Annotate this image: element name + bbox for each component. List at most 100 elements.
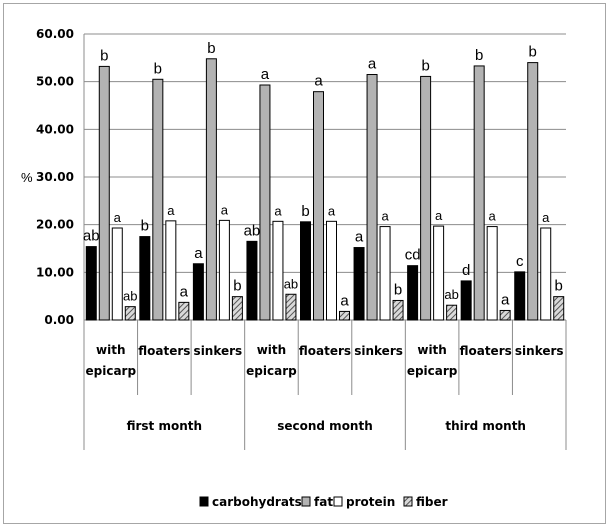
significance-letter: a <box>328 203 336 218</box>
bar-carbohydrats <box>139 236 151 321</box>
significance-letter: a <box>180 283 189 300</box>
category-label: with <box>96 343 125 357</box>
legend-label: carbohydrats <box>212 495 302 509</box>
significance-letter: ab <box>284 276 298 291</box>
bar-carbohydrats <box>407 265 419 321</box>
significance-letter: a <box>114 210 122 225</box>
significance-letter: a <box>261 66 270 83</box>
significance-letter: ab <box>444 287 458 302</box>
bar-carbohydrats <box>514 271 526 321</box>
category-label: sinkers <box>515 344 564 358</box>
bar-protein <box>218 219 230 321</box>
legend-swatch-fiber <box>403 496 413 507</box>
group-label: second month <box>277 419 373 433</box>
bar-carbohydrats <box>460 280 472 321</box>
bar-fiber <box>392 299 404 321</box>
significance-letter: ab <box>244 222 261 239</box>
significance-letter: b <box>394 281 402 298</box>
group-labels: first month second month third month <box>127 419 526 433</box>
bar-protein <box>326 220 337 321</box>
bar-fat <box>259 84 271 321</box>
significance-letter: a <box>368 56 377 73</box>
legend-swatch-fat <box>301 496 311 507</box>
legend-swatch-carbohydrats <box>199 496 209 507</box>
significance-letter: a <box>167 203 175 218</box>
category-label: floaters <box>460 344 512 358</box>
significance-letter: b <box>154 60 162 77</box>
significance-letter: a <box>340 292 349 309</box>
bar-fiber <box>446 304 458 321</box>
bar-fat <box>366 74 378 321</box>
significance-letter: d <box>462 262 470 279</box>
legend-label: fiber <box>416 495 448 509</box>
bar-protein <box>272 220 284 321</box>
bar-fiber <box>499 309 511 321</box>
bar-fiber <box>285 293 297 321</box>
y-tick-label: 60.00 <box>36 27 74 41</box>
bar-fiber <box>339 310 350 321</box>
bar-carbohydrats <box>300 221 311 321</box>
axes: 0.00 10.00 20.00 30.00 40.00 50.00 60.00 <box>36 27 567 450</box>
bar-protein <box>486 226 498 321</box>
bar-fiber <box>124 306 136 321</box>
bar-fat <box>420 75 432 321</box>
bar-carbohydrats <box>353 247 365 321</box>
category-label: with <box>417 343 446 357</box>
y-tick-label: 0.00 <box>44 313 74 327</box>
bar-fat <box>205 58 217 321</box>
significance-letter: ab <box>123 289 137 304</box>
y-tick-label: 10.00 <box>36 265 74 279</box>
legend-label: protein <box>346 495 395 509</box>
significance-letter: a <box>542 210 550 225</box>
group-label: third month <box>445 419 526 433</box>
legend: carbohydrats fat protein fiber <box>199 495 448 509</box>
bar-carbohydrats <box>85 246 97 321</box>
significance-letter: cd <box>405 247 421 264</box>
category-label: sinkers <box>354 344 403 358</box>
significance-letter: c <box>516 253 524 270</box>
category-label: with <box>257 343 286 357</box>
significance-letter: a <box>489 209 497 224</box>
significance-letter: a <box>194 245 203 262</box>
significance-letter: b <box>100 47 108 64</box>
y-axis-label: % <box>21 170 33 185</box>
significance-letter: b <box>141 218 149 235</box>
bar-fat <box>313 91 324 321</box>
significance-letter: a <box>314 73 323 90</box>
bar-protein <box>111 227 123 321</box>
significance-letter: ab <box>83 228 100 245</box>
significance-letter: b <box>555 278 563 295</box>
y-tick-label: 20.00 <box>36 218 74 232</box>
significance-letter: a <box>221 202 229 217</box>
group-label: first month <box>127 419 202 433</box>
bar-fiber <box>231 296 243 321</box>
legend-swatch-protein <box>333 496 343 507</box>
category-label: floaters <box>299 344 351 358</box>
bar-protein <box>379 226 391 321</box>
category-label: epicarp <box>407 364 458 378</box>
bars <box>85 58 565 321</box>
bar-fat <box>98 65 110 321</box>
significance-letters: abbaabbbaaabababaaabbaaaaaabcdbaabdbaacb… <box>83 40 563 310</box>
bar-protein <box>540 227 552 321</box>
category-label: sinkers <box>194 344 243 358</box>
y-tick-label: 50.00 <box>36 75 74 89</box>
bar-protein <box>165 220 177 321</box>
significance-letter: b <box>233 278 241 295</box>
significance-letter: b <box>529 44 537 61</box>
significance-letter: b <box>301 203 309 220</box>
significance-letter: b <box>207 40 215 57</box>
category-label: epicarp <box>85 364 136 378</box>
significance-letter: b <box>475 47 483 64</box>
bar-fat <box>152 78 164 321</box>
bar-carbohydrats <box>192 263 204 321</box>
bar-fiber <box>553 296 565 321</box>
category-label: epicarp <box>246 364 297 378</box>
bar-protein <box>433 225 445 321</box>
legend-label: fat <box>314 495 333 509</box>
significance-letter: a <box>435 208 443 223</box>
significance-letter: a <box>274 203 282 218</box>
bar-fat <box>473 65 485 321</box>
